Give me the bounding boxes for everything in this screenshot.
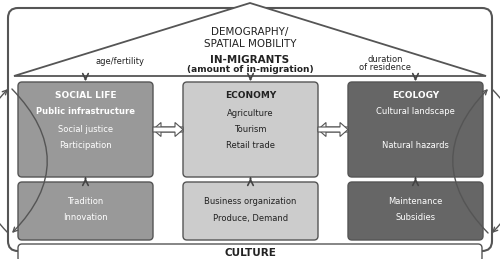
Text: DEMOGRAPHY/: DEMOGRAPHY/ [212, 27, 288, 37]
Text: Tourism: Tourism [234, 126, 267, 134]
Text: Produce, Demand: Produce, Demand [213, 213, 288, 222]
Text: Public infrastructure: Public infrastructure [36, 107, 135, 117]
Text: (amount of in-migration): (amount of in-migration) [186, 66, 314, 75]
FancyBboxPatch shape [8, 8, 492, 251]
FancyArrow shape [153, 123, 183, 136]
FancyArrow shape [153, 123, 183, 136]
Text: Retail trade: Retail trade [226, 140, 275, 149]
Text: Social justice: Social justice [58, 126, 113, 134]
Text: of residence: of residence [359, 63, 411, 73]
Text: Natural hazards: Natural hazards [382, 140, 449, 149]
Text: SOCIAL LIFE: SOCIAL LIFE [55, 90, 116, 99]
Text: IN-MIGRANTS: IN-MIGRANTS [210, 55, 290, 65]
Text: Maintenance: Maintenance [388, 198, 442, 206]
Polygon shape [14, 3, 486, 76]
Text: Innovation: Innovation [63, 213, 108, 222]
Text: CULTURE: CULTURE [224, 248, 276, 258]
Text: Subsidies: Subsidies [396, 213, 436, 222]
Text: Cultural landscape: Cultural landscape [376, 107, 455, 117]
FancyBboxPatch shape [348, 82, 483, 177]
Text: SPATIAL MOBILITY: SPATIAL MOBILITY [204, 39, 296, 49]
FancyBboxPatch shape [183, 182, 318, 240]
Text: ECOLOGY: ECOLOGY [392, 90, 439, 99]
Text: ECONOMY: ECONOMY [225, 90, 276, 99]
FancyArrow shape [318, 123, 348, 136]
FancyBboxPatch shape [18, 182, 153, 240]
FancyBboxPatch shape [183, 82, 318, 177]
FancyBboxPatch shape [18, 82, 153, 177]
Text: Tradition: Tradition [68, 198, 104, 206]
Text: age/fertility: age/fertility [96, 57, 144, 67]
FancyBboxPatch shape [348, 182, 483, 240]
Text: duration: duration [367, 55, 403, 64]
FancyArrow shape [318, 123, 348, 136]
FancyBboxPatch shape [18, 244, 482, 259]
Text: Business organization: Business organization [204, 198, 296, 206]
Text: Participation: Participation [59, 140, 112, 149]
Text: Agriculture: Agriculture [227, 110, 274, 119]
